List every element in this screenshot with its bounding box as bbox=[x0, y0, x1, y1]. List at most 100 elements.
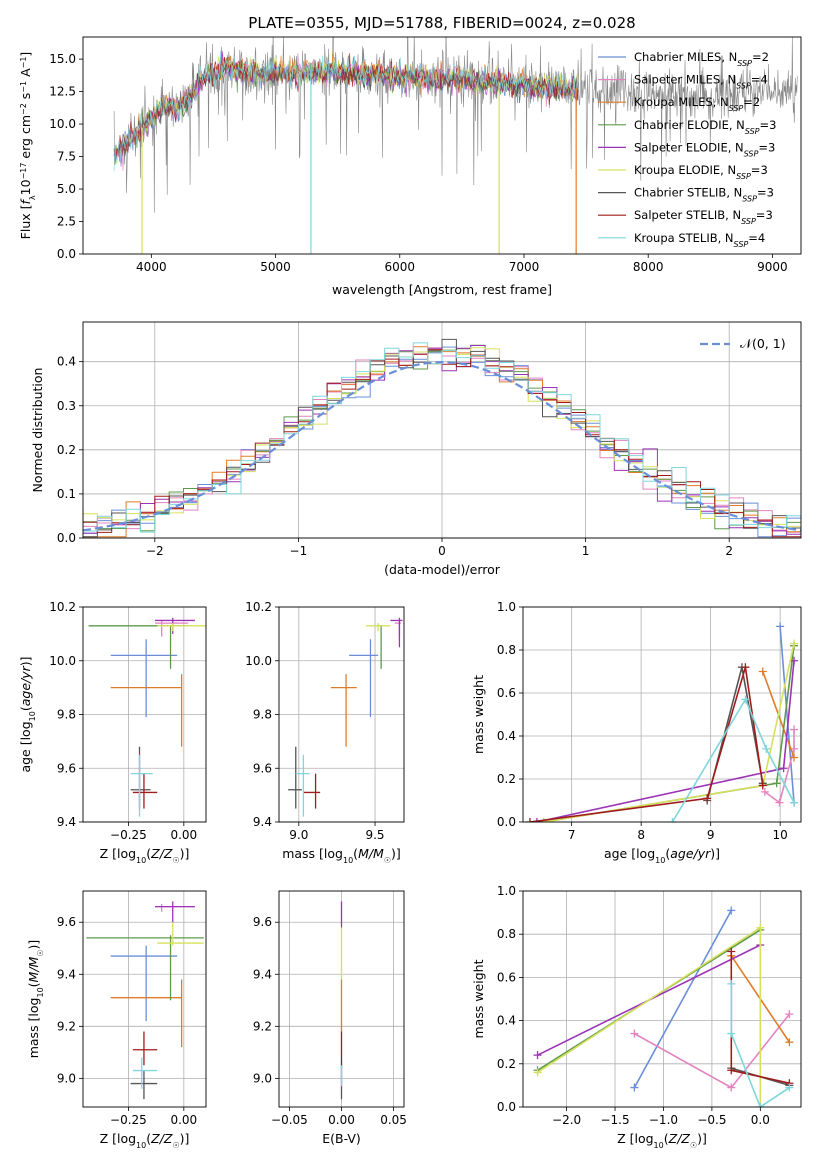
y-tick-label: 0.8 bbox=[497, 927, 516, 941]
y-axis-label: age [log10(age/yr)] bbox=[18, 656, 37, 772]
mass-vs-z-plot-area bbox=[86, 901, 204, 1100]
y-tick-label: 9.0 bbox=[253, 1071, 272, 1085]
legend-imf: Chabrier STELIB bbox=[634, 186, 726, 200]
x-tick-label: −0.05 bbox=[271, 1113, 308, 1127]
error-bar-point bbox=[110, 639, 178, 718]
y-tick-label: 0.4 bbox=[57, 355, 76, 369]
legend-nssp: 2 bbox=[762, 50, 769, 64]
error-bar-point bbox=[132, 1031, 158, 1066]
age-vs-mass-axes: 9.0 9.5 9.4 9.6 9.8 10.0 10.2 mass [log10(M/M☉)… bbox=[245, 600, 405, 865]
weight-series bbox=[525, 663, 767, 822]
legend-label: Kroupa ELODIE, NSSP=3 bbox=[634, 163, 768, 181]
x-tick-label: 9 bbox=[707, 828, 715, 842]
legend-nssp: 3 bbox=[760, 163, 767, 177]
legend-imf: Salpeter ELODIE bbox=[634, 140, 728, 154]
x-tick-label: 4000 bbox=[136, 260, 167, 274]
x-tick-label: −0.5 bbox=[697, 1113, 726, 1127]
error-bar-point bbox=[330, 674, 357, 747]
legend-label: Kroupa STELIB, NSSP=4 bbox=[634, 231, 765, 249]
axes-frame bbox=[82, 36, 802, 255]
weight-line bbox=[730, 983, 790, 1107]
x-axis-label: (data-model)/error bbox=[384, 562, 501, 577]
weight-line bbox=[764, 729, 795, 804]
weight-vs-z-plot-area bbox=[533, 906, 794, 1107]
mass-vs-ebv-axes: −0.05 0.00 0.05 9.0 9.2 9.4 9.6 E(B-V) bbox=[253, 890, 407, 1146]
error-bar-point bbox=[288, 746, 302, 809]
axes-frame bbox=[522, 890, 802, 1108]
x-tick-label: 0 bbox=[438, 544, 446, 558]
y-tick-label: 0.0 bbox=[497, 815, 516, 829]
weight-marker bbox=[630, 1029, 639, 1038]
mass-vs-z-axes: −0.25 0.00 9.0 9.2 9.4 9.6 Z [log10(Z/Z☉)] mass… bbox=[26, 890, 207, 1150]
x-tick-label: 0.00 bbox=[170, 828, 197, 842]
error-bar-point bbox=[110, 979, 183, 1048]
weight-marker bbox=[758, 667, 767, 676]
y-tick-label: 9.4 bbox=[57, 815, 76, 829]
x-tick-label: 8000 bbox=[633, 260, 664, 274]
y-tick-label: 9.4 bbox=[57, 967, 76, 981]
legend-imf: Salpeter MILES bbox=[634, 73, 720, 87]
weight-marker bbox=[727, 906, 736, 915]
y-tick-label: 1.0 bbox=[497, 600, 516, 614]
axes-frame bbox=[278, 606, 405, 823]
y-tick-label: 0.8 bbox=[497, 643, 516, 657]
legend-label: Chabrier ELODIE, NSSP=3 bbox=[634, 118, 776, 136]
weight-series bbox=[630, 1010, 794, 1092]
weight-line bbox=[543, 643, 795, 822]
weight-marker bbox=[785, 1038, 794, 1047]
x-axis-label: Z [log10(Z/Z☉)] bbox=[100, 846, 190, 865]
weight-marker bbox=[727, 1066, 736, 1075]
x-tick-label: −0.25 bbox=[110, 828, 147, 842]
weight-marker bbox=[756, 923, 765, 932]
weight-marker bbox=[756, 1103, 765, 1107]
legend-imf: Chabrier ELODIE bbox=[634, 118, 729, 132]
y-tick-label: 0.0 bbox=[57, 531, 76, 545]
y-tick-label: 10.2 bbox=[49, 600, 76, 614]
error-bar-point bbox=[365, 623, 391, 632]
weight-series bbox=[532, 656, 799, 822]
weight-marker bbox=[533, 1051, 542, 1060]
x-axis-label: Z [log10(Z/Z☉)] bbox=[100, 1131, 190, 1150]
error-bar-point bbox=[110, 945, 178, 1022]
weight-line bbox=[537, 926, 762, 1107]
weight-marker bbox=[741, 663, 750, 672]
y-tick-label: 0.6 bbox=[497, 970, 516, 984]
error-bar-point bbox=[86, 935, 204, 1001]
y-tick-label: 7.5 bbox=[57, 150, 76, 164]
error-bar-point bbox=[303, 773, 321, 809]
weight-vs-age-axes: 7 8 9 10 0.0 0.2 0.4 0.6 0.8 1.0 age [log10(age/yr… bbox=[471, 600, 802, 865]
y-axis-label: mass weight bbox=[471, 675, 486, 754]
error-bar-point bbox=[349, 639, 379, 718]
observed-spectrum bbox=[113, 37, 798, 213]
x-tick-label: 5000 bbox=[260, 260, 291, 274]
error-bar-point bbox=[155, 901, 195, 923]
legend-nssp: 3 bbox=[765, 208, 772, 222]
y-tick-label: 0.1 bbox=[57, 487, 76, 501]
weight-line bbox=[671, 697, 795, 822]
legend-imf: Kroupa STELIB bbox=[634, 231, 718, 245]
x-tick-label: 1 bbox=[582, 544, 590, 558]
y-tick-label: 0.6 bbox=[497, 686, 516, 700]
weight-marker bbox=[703, 794, 712, 803]
weight-vs-age-plot-area bbox=[525, 622, 799, 822]
x-axis-label: mass [log10(M/M☉)] bbox=[282, 846, 401, 865]
weight-series bbox=[727, 979, 794, 1107]
legend-label: Chabrier MILES, NSSP=2 bbox=[634, 50, 769, 68]
weight-marker bbox=[727, 1083, 736, 1092]
y-axis-label: Normed distribution bbox=[30, 368, 45, 493]
x-tick-label: 6000 bbox=[384, 260, 415, 274]
model-spectrum bbox=[113, 53, 579, 157]
legend: Chabrier MILES, NSSP=2 Salpeter MILES, NS… bbox=[598, 50, 776, 248]
residual-histogram bbox=[83, 346, 801, 538]
x-tick-label: −0.25 bbox=[110, 1113, 147, 1127]
y-tick-label: 10.0 bbox=[49, 654, 76, 668]
y-tick-label: 0.4 bbox=[497, 1014, 516, 1028]
spectrum-axes: 4000 5000 6000 7000 8000 9000 0.0 2.5 5.0 7.5 10.0… bbox=[18, 14, 802, 297]
error-bar-point bbox=[110, 674, 183, 747]
y-tick-label: 9.4 bbox=[253, 967, 272, 981]
y-tick-label: 9.6 bbox=[57, 915, 76, 929]
legend-imf: Chabrier MILES bbox=[634, 50, 721, 64]
legend-label: Salpeter ELODIE, NSSP=3 bbox=[634, 140, 775, 158]
legend-nssp: 4 bbox=[760, 73, 767, 87]
